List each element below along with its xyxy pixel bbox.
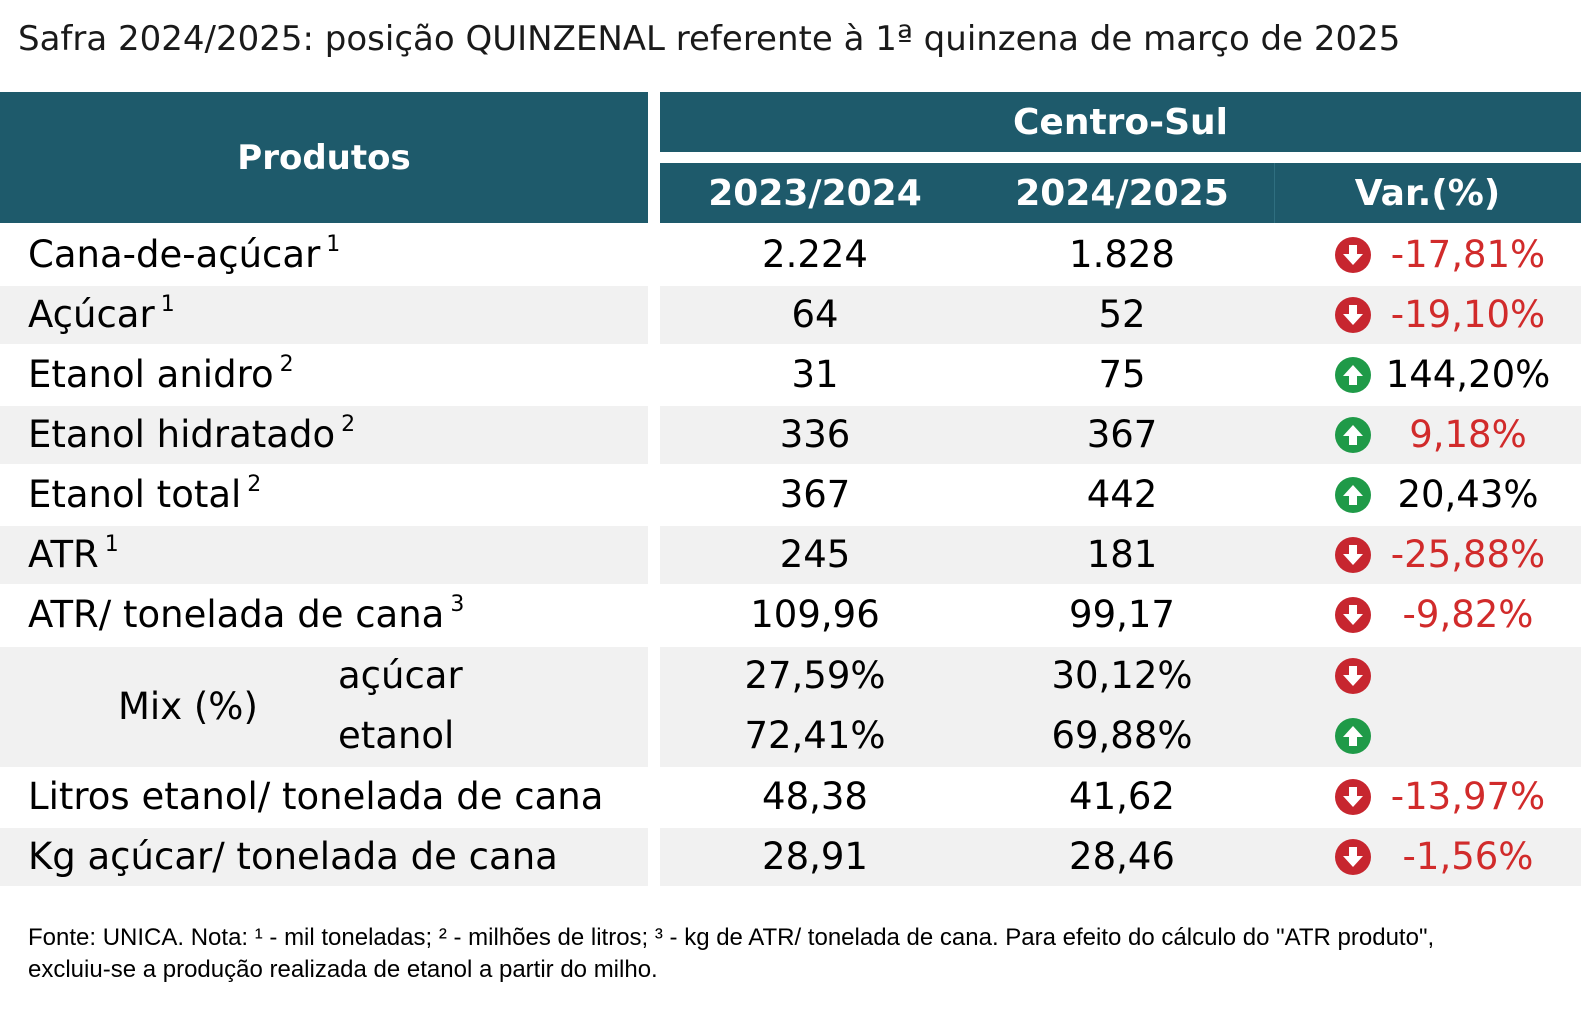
value-2023-2024: 245	[779, 533, 851, 576]
value-2024-2025: 1.828	[1069, 233, 1175, 276]
up-arrow-icon	[1335, 477, 1371, 513]
value-2024-2025: 442	[1086, 473, 1158, 516]
value-2024-2025: 52	[1098, 293, 1146, 336]
table-row-cana: Cana-de-açúcar 1 2.224 1.828 -17,81%	[0, 226, 1581, 284]
down-arrow-icon	[1335, 658, 1371, 694]
table-row-etanol-total: Etanol total 2 367 442 20,43%	[0, 466, 1581, 524]
header-2024-2025: 2024/2025	[970, 163, 1274, 223]
down-arrow-icon	[1335, 597, 1371, 633]
down-arrow-icon	[1335, 297, 1371, 333]
page-title: Safra 2024/2025: posição QUINZENAL refer…	[18, 19, 1401, 59]
table-row-acucar: Açúcar 1 64 52 -19,10%	[0, 286, 1581, 344]
mix-label: Mix (%)	[118, 685, 258, 728]
row-label: Litros etanol/ tonelada de cana	[28, 775, 604, 818]
value-2024-2025: 69,88%	[1051, 714, 1193, 757]
mix-sub-label: açúcar	[338, 654, 463, 697]
variation-value: 144,20%	[1385, 353, 1551, 396]
header-variation: Var.(%)	[1274, 163, 1581, 223]
up-arrow-icon	[1335, 718, 1371, 754]
value-2024-2025: 99,17	[1069, 593, 1175, 636]
table-row-atr-tonelada: ATR/ tonelada de cana 3 109,96 99,17 -9,8…	[0, 586, 1581, 644]
variation-value: -13,97%	[1390, 775, 1546, 818]
row-label: ATR/ tonelada de cana 3	[28, 592, 465, 636]
value-2024-2025: 75	[1098, 353, 1146, 396]
variation-value: -9,82%	[1402, 593, 1534, 636]
mix-background-left	[0, 647, 648, 767]
value-2023-2024: 31	[791, 353, 839, 396]
footnote-line-2: excluiu-se a produção realizada de etano…	[28, 956, 658, 983]
variation-value: 20,43%	[1397, 473, 1539, 516]
variation-value: -19,10%	[1390, 293, 1546, 336]
down-arrow-icon	[1335, 237, 1371, 273]
value-2024-2025: 181	[1086, 533, 1158, 576]
variation-value: 9,18%	[1409, 413, 1527, 456]
row-label: Kg açúcar/ tonelada de cana	[28, 835, 558, 878]
value-2023-2024: 72,41%	[744, 714, 886, 757]
footnote: Fonte: UNICA. Nota: ¹ - mil toneladas; ²…	[28, 922, 1568, 986]
header-region: Centro-Sul	[660, 92, 1581, 152]
down-arrow-icon	[1335, 537, 1371, 573]
value-2023-2024: 336	[779, 413, 851, 456]
value-2023-2024: 64	[791, 293, 839, 336]
header-divider	[1274, 163, 1275, 223]
value-2023-2024: 48,38	[762, 775, 868, 818]
header-2023-2024: 2023/2024	[660, 163, 970, 223]
mix-sub-label: etanol	[338, 714, 455, 757]
header-produtos: Produtos	[0, 92, 648, 223]
table-row-etanol-hidratado: Etanol hidratado 2 336 367 9,18%	[0, 406, 1581, 464]
row-label: Cana-de-açúcar 1	[28, 232, 341, 276]
down-arrow-icon	[1335, 779, 1371, 815]
value-2024-2025: 30,12%	[1051, 654, 1193, 697]
up-arrow-icon	[1335, 357, 1371, 393]
row-label: Açúcar 1	[28, 292, 175, 336]
value-2023-2024: 28,91	[762, 835, 868, 878]
value-2024-2025: 41,62	[1069, 775, 1175, 818]
row-label: Etanol hidratado 2	[28, 412, 356, 456]
table-row-litros-etanol: Litros etanol/ tonelada de cana 48,38 41…	[0, 768, 1581, 826]
value-2023-2024: 109,96	[750, 593, 880, 636]
mix-background-right	[660, 647, 1581, 767]
up-arrow-icon	[1335, 417, 1371, 453]
table-row-atr: ATR 1 245 181 -25,88%	[0, 526, 1581, 584]
value-2023-2024: 367	[779, 473, 851, 516]
table-row-mix-etanol: etanol 72,41% 69,88%	[0, 707, 1581, 765]
table-row-kg-acucar: Kg açúcar/ tonelada de cana 28,91 28,46 …	[0, 828, 1581, 886]
table-row-mix-acucar: açúcar 27,59% 30,12%	[0, 647, 1581, 705]
variation-value: -25,88%	[1390, 533, 1546, 576]
row-label: Etanol anidro 2	[28, 352, 294, 396]
value-2023-2024: 2.224	[762, 233, 868, 276]
footnote-line-1: Fonte: UNICA. Nota: ¹ - mil toneladas; ²…	[28, 924, 1435, 951]
table-row-etanol-anidro: Etanol anidro 2 31 75 144,20%	[0, 346, 1581, 404]
value-2024-2025: 367	[1086, 413, 1158, 456]
variation-value: -1,56%	[1402, 835, 1534, 878]
down-arrow-icon	[1335, 839, 1371, 875]
variation-value: -17,81%	[1390, 233, 1546, 276]
row-label: ATR 1	[28, 532, 119, 576]
value-2024-2025: 28,46	[1069, 835, 1175, 878]
value-2023-2024: 27,59%	[744, 654, 886, 697]
row-label: Etanol total 2	[28, 472, 262, 516]
